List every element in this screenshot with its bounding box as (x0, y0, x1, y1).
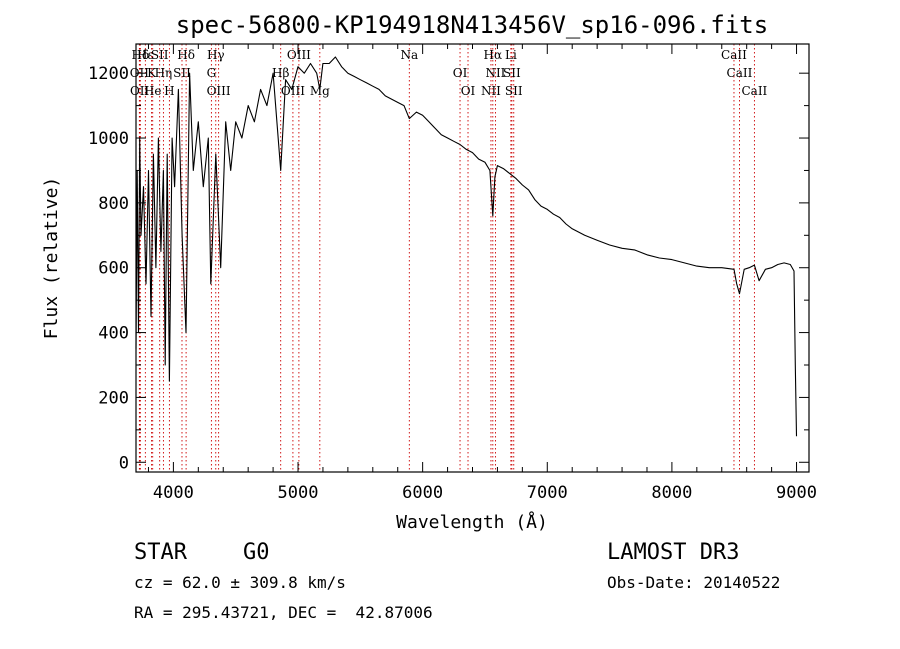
object-class: STAR (134, 540, 187, 565)
spectral-line-label: OIII (287, 48, 311, 62)
y-tick-label: 0 (119, 453, 129, 473)
redshift-cz: cz = 62.0 ± 309.8 km/s (134, 573, 346, 592)
data-layer (135, 56, 798, 437)
spectral-line-label: Hε (137, 48, 154, 62)
spectral-line-label: Hδ (177, 48, 195, 62)
spectral-line-label: SII (151, 48, 169, 62)
spectral-line-label: OII (130, 84, 150, 98)
x-axis-label: Wavelength (Å) (396, 511, 548, 533)
spectral-line-label: Hη (155, 66, 173, 80)
object-subclass: G0 (243, 540, 270, 565)
y-tick-label: 800 (98, 194, 129, 214)
spectral-line-label: SII (173, 66, 191, 80)
y-tick-label: 1200 (88, 64, 129, 84)
spectral-line-label: Li (505, 48, 517, 62)
x-tick-label: 9000 (776, 483, 817, 503)
spectral-line-label: NII (485, 66, 505, 80)
spectral-line-label: Mg (310, 84, 330, 98)
axis-ticks: 4000 5000 6000 7000 8000 9000 0 200 400 600 800 100… (88, 44, 817, 503)
spectral-line-label: Hγ (207, 48, 225, 62)
observation-date: Obs-Date: 20140522 (607, 573, 781, 592)
plot-frame (135, 43, 810, 473)
spectral-line-label: OIII (281, 84, 305, 98)
y-tick-label: 400 (98, 324, 129, 344)
spectral-line-labels: HδOIIOIIHεKHeSIIHηHHδSIIOIIIHγGOIIIOIIIH… (130, 48, 768, 98)
spectral-line-label: G (207, 66, 217, 80)
survey-name: LAMOST DR3 (607, 540, 740, 565)
spectral-line-label: SII (505, 84, 523, 98)
x-tick-label: 7000 (527, 483, 568, 503)
x-tick-label: 8000 (651, 483, 692, 503)
spectral-line-label: Hα (484, 48, 503, 62)
coordinates: RA = 295.43721, DEC = 42.87006 (134, 603, 433, 622)
spectral-line-label: OI (453, 66, 468, 80)
x-tick-label: 5000 (278, 483, 319, 503)
y-tick-label: 200 (98, 388, 129, 408)
spectral-line-label: SII (503, 66, 521, 80)
spectral-line-label: CaII (741, 84, 767, 98)
spectral-line-label: K (147, 66, 157, 80)
y-axis-label: Flux (relative) (41, 177, 62, 340)
spectral-line-label: CaII (727, 66, 753, 80)
spectral-line-label: CaII (721, 48, 747, 62)
spectral-line-label: OI (461, 84, 476, 98)
spectral-line-label: NII (481, 84, 501, 98)
spectral-line-label: He (144, 84, 162, 98)
y-tick-label: 1000 (88, 129, 129, 149)
x-tick-label: 4000 (153, 483, 194, 503)
chart-title: spec-56800-KP194918N413456V_sp16-096.fit… (176, 11, 768, 39)
spectrum-series-line (135, 56, 798, 437)
spectral-line-label: H (164, 84, 174, 98)
spectral-line-label: Hβ (272, 66, 289, 80)
spectral-line-label: OIII (207, 84, 231, 98)
x-tick-label: 6000 (402, 483, 443, 503)
spectral-line-markers (138, 44, 755, 472)
spectral-line-label: Na (400, 48, 418, 62)
y-tick-label: 600 (98, 259, 129, 279)
